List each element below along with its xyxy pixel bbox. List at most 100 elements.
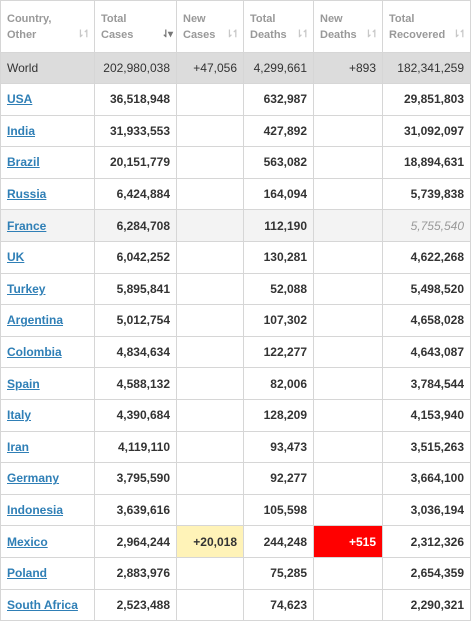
- country-link[interactable]: South Africa: [7, 597, 78, 612]
- country-link[interactable]: UK: [7, 250, 25, 265]
- new-cases-cell: +47,056: [176, 52, 244, 84]
- new-deaths-cell: [313, 493, 383, 527]
- country-link[interactable]: Poland: [7, 566, 48, 581]
- table-row: Russia 6,424,884 164,094 5,739,838: [0, 177, 471, 211]
- total-cases-cell: 4,390,684: [94, 398, 177, 432]
- country-link[interactable]: Germany: [7, 471, 60, 486]
- country-cell: France: [0, 209, 95, 242]
- total-deaths-cell: 74,623: [243, 588, 314, 621]
- table-row: Colombia 4,834,634 122,277 4,643,087: [0, 335, 471, 369]
- sort-desc-icon[interactable]: ⇃▾: [161, 29, 173, 40]
- new-cases-cell: [176, 114, 244, 148]
- new-deaths-cell: [313, 114, 383, 148]
- total-cases-cell: 3,795,590: [94, 462, 177, 495]
- new-deaths-cell: [313, 272, 383, 306]
- country-link[interactable]: Colombia: [7, 345, 62, 360]
- header-country[interactable]: Country, Other ⇂↿: [0, 0, 95, 53]
- country-cell: Colombia: [0, 335, 95, 369]
- table-row: France 6,284,708 112,190 5,755,540: [0, 209, 471, 242]
- total-cases-cell: 6,284,708: [94, 209, 177, 242]
- total-cases-cell: 6,424,884: [94, 177, 177, 211]
- total-cases-cell: 6,042,252: [94, 240, 177, 274]
- total-recovered-cell: 5,755,540: [382, 209, 471, 242]
- total-deaths-cell: 112,190: [243, 209, 314, 242]
- header-label: New Deaths: [320, 12, 357, 41]
- header-total-cases[interactable]: Total Cases ⇃▾: [94, 0, 177, 53]
- sort-icon[interactable]: ⇂↿: [295, 29, 310, 40]
- country-cell: USA: [0, 83, 95, 116]
- total-cases-cell: 5,012,754: [94, 304, 177, 337]
- country-link[interactable]: Spain: [7, 376, 40, 391]
- country-link[interactable]: France: [7, 218, 47, 233]
- country-link[interactable]: Russia: [7, 187, 47, 202]
- new-cases-cell: [176, 83, 244, 116]
- header-total-deaths[interactable]: Total Deaths ⇂↿: [243, 0, 314, 53]
- country-link[interactable]: USA: [7, 92, 33, 107]
- table-row: India 31,933,553 427,892 31,092,097: [0, 114, 471, 148]
- new-cases-cell: [176, 304, 244, 337]
- new-deaths-cell: [313, 398, 383, 432]
- total-deaths-cell: 105,598: [243, 493, 314, 527]
- country-link[interactable]: Italy: [7, 408, 32, 423]
- sort-icon[interactable]: ⇂↿: [225, 29, 240, 40]
- new-cases-cell: [176, 556, 244, 590]
- header-new-deaths[interactable]: New Deaths ⇂↿: [313, 0, 383, 53]
- country-cell: Turkey: [0, 272, 95, 306]
- world-row: World 202,980,038 +47,056 4,299,661 +893 182,…: [0, 52, 471, 84]
- country-link[interactable]: Iran: [7, 439, 30, 454]
- table-row: Argentina 5,012,754 107,302 4,658,028: [0, 304, 471, 337]
- total-recovered-cell: 3,784,544: [382, 367, 471, 400]
- total-cases-cell: 4,834,634: [94, 335, 177, 369]
- new-cases-cell: [176, 177, 244, 211]
- country-link[interactable]: Argentina: [7, 313, 64, 328]
- header-label: Total Cases: [101, 12, 134, 41]
- total-deaths-cell: 122,277: [243, 335, 314, 369]
- new-deaths-cell: [313, 430, 383, 464]
- table-row: UK 6,042,252 130,281 4,622,268: [0, 240, 471, 274]
- country-link[interactable]: Brazil: [7, 155, 40, 170]
- country-cell: Russia: [0, 177, 95, 211]
- new-cases-cell: [176, 462, 244, 495]
- total-cases-cell: 2,964,244: [94, 525, 177, 558]
- total-deaths-cell: 52,088: [243, 272, 314, 306]
- country-link[interactable]: Mexico: [7, 534, 48, 549]
- total-recovered-cell: 4,153,940: [382, 398, 471, 432]
- total-recovered-cell: 4,622,268: [382, 240, 471, 274]
- new-deaths-cell: +893: [313, 52, 383, 84]
- total-deaths-cell: 164,094: [243, 177, 314, 211]
- country-cell: Mexico: [0, 525, 95, 558]
- table-row: Brazil 20,151,779 563,082 18,894,631: [0, 146, 471, 179]
- country-cell: South Africa: [0, 588, 95, 621]
- table-row: Indonesia 3,639,616 105,598 3,036,194: [0, 493, 471, 527]
- sort-icon[interactable]: ⇂↿: [76, 29, 91, 40]
- table-row: Germany 3,795,590 92,277 3,664,100: [0, 462, 471, 495]
- new-deaths-cell: [313, 462, 383, 495]
- total-recovered-cell: 5,498,520: [382, 272, 471, 306]
- total-recovered-cell: 2,290,321: [382, 588, 471, 621]
- country-cell: UK: [0, 240, 95, 274]
- header-new-cases[interactable]: New Cases ⇂↿: [176, 0, 244, 53]
- total-recovered-cell: 18,894,631: [382, 146, 471, 179]
- new-deaths-cell: [313, 146, 383, 179]
- new-deaths-cell: [313, 240, 383, 274]
- sort-icon[interactable]: ⇂↿: [364, 29, 379, 40]
- new-deaths-cell: [313, 83, 383, 116]
- country-cell: Iran: [0, 430, 95, 464]
- sort-icon[interactable]: ⇂↿: [452, 29, 467, 40]
- total-cases-cell: 31,933,553: [94, 114, 177, 148]
- country-cell: Argentina: [0, 304, 95, 337]
- country-link[interactable]: Indonesia: [7, 503, 64, 518]
- new-cases-cell: [176, 335, 244, 369]
- header-total-recovered[interactable]: Total Recovered ⇂↿: [382, 0, 471, 53]
- new-cases-cell: +20,018: [176, 525, 244, 558]
- total-recovered-cell: 2,654,359: [382, 556, 471, 590]
- new-deaths-cell: [313, 367, 383, 400]
- table-row: Iran 4,119,110 93,473 3,515,263: [0, 430, 471, 464]
- new-deaths-cell: [313, 588, 383, 621]
- new-deaths-cell: [313, 209, 383, 242]
- country-link[interactable]: India: [7, 123, 36, 138]
- total-deaths-cell: 4,299,661: [243, 52, 314, 84]
- country-link[interactable]: Turkey: [7, 281, 46, 296]
- total-cases-cell: 36,518,948: [94, 83, 177, 116]
